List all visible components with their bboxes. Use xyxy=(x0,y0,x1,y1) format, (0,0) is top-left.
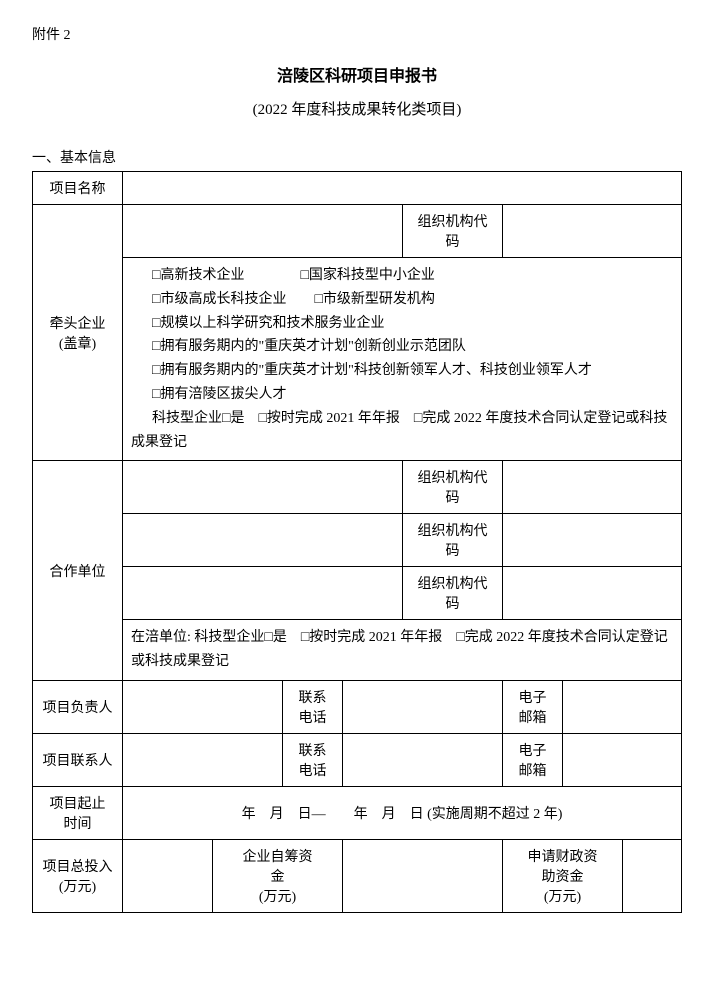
value-project-period[interactable]: 年 月 日— 年 月 日 (实施周期不超过 2 年) xyxy=(123,786,682,839)
value-lead-org-code[interactable] xyxy=(503,205,682,258)
label-fiscal-funding: 申请财政资 助资金 (万元) xyxy=(503,839,623,912)
row-partner-1: 合作单位 组织机构代码 xyxy=(33,461,682,514)
row-partner-3: 组织机构代码 xyxy=(33,567,682,620)
value-leader-email[interactable] xyxy=(563,680,682,733)
label-contact-phone: 联系 电话 xyxy=(283,733,343,786)
value-partner2-org-code[interactable] xyxy=(503,514,682,567)
partner-note[interactable]: 在涪单位: 科技型企业□是 □按时完成 2021 年年报 □完成 2022 年度… xyxy=(123,620,682,681)
value-total-investment[interactable] xyxy=(123,839,213,912)
label-self-funding: 企业自筹资 金 (万元) xyxy=(213,839,343,912)
label-total-investment: 项目总投入 (万元) xyxy=(33,839,123,912)
label-partner-unit: 合作单位 xyxy=(33,461,123,681)
value-partner1-org-code[interactable] xyxy=(503,461,682,514)
value-lead-enterprise-name[interactable] xyxy=(123,205,403,258)
row-project-period: 项目起止 时间 年 月 日— 年 月 日 (实施周期不超过 2 年) xyxy=(33,786,682,839)
attachment-label: 附件 2 xyxy=(32,24,682,44)
cb-scale-research: □规模以上科学研究和技术服务业企业 xyxy=(152,316,384,331)
document-subtitle: (2022 年度科技成果转化类项目) xyxy=(32,98,682,119)
document-title: 涪陵区科研项目申报书 xyxy=(32,62,682,86)
label-leader-email: 电子 邮箱 xyxy=(503,680,563,733)
value-partner3-name[interactable] xyxy=(123,567,403,620)
cb-high-tech: □高新技术企业 xyxy=(152,268,244,283)
row-project-name: 项目名称 xyxy=(33,172,682,205)
label-contact-email: 电子 邮箱 xyxy=(503,733,563,786)
cb-national-sme: □国家科技型中小企业 xyxy=(300,268,434,283)
value-partner3-org-code[interactable] xyxy=(503,567,682,620)
label-partner3-org-code: 组织机构代码 xyxy=(403,567,503,620)
cb-city-growth: □市级高成长科技企业 xyxy=(152,292,286,307)
basic-info-table: 项目名称 牵头企业 (盖章) 组织机构代码 □高新技术企业 □国家科技型中小企业… xyxy=(32,171,682,913)
cb-talent-team: □拥有服务期内的"重庆英才计划"创新创业示范团队 xyxy=(152,339,466,354)
value-partner1-name[interactable] xyxy=(123,461,403,514)
cb-fuling-talent: □拥有涪陵区拔尖人才 xyxy=(152,387,286,402)
row-partner-2: 组织机构代码 xyxy=(33,514,682,567)
value-contact-name[interactable] xyxy=(123,733,283,786)
row-project-leader: 项目负责人 联系 电话 电子 邮箱 xyxy=(33,680,682,733)
label-partner2-org-code: 组织机构代码 xyxy=(403,514,503,567)
row-project-contact: 项目联系人 联系 电话 电子 邮箱 xyxy=(33,733,682,786)
label-lead-org-code: 组织机构代码 xyxy=(403,205,503,258)
label-leader-phone: 联系 电话 xyxy=(283,680,343,733)
row-lead-enterprise-checkboxes: □高新技术企业 □国家科技型中小企业 □市级高成长科技企业 □市级新型研发机构 … xyxy=(33,258,682,461)
value-project-name[interactable] xyxy=(123,172,682,205)
cb-talent-leader: □拥有服务期内的"重庆英才计划"科技创新领军人才、科技创业领军人才 xyxy=(152,363,592,378)
label-project-leader: 项目负责人 xyxy=(33,680,123,733)
label-lead-enterprise: 牵头企业 (盖章) xyxy=(33,205,123,461)
label-project-period: 项目起止 时间 xyxy=(33,786,123,839)
value-fiscal-funding[interactable] xyxy=(623,839,682,912)
value-self-funding[interactable] xyxy=(343,839,503,912)
value-leader-phone[interactable] xyxy=(343,680,503,733)
row-partner-note: 在涪单位: 科技型企业□是 □按时完成 2021 年年报 □完成 2022 年度… xyxy=(33,620,682,681)
value-partner2-name[interactable] xyxy=(123,514,403,567)
label-project-contact: 项目联系人 xyxy=(33,733,123,786)
cb-tech-enterprise: 科技型企业□是 □按时完成 2021 年年报 □完成 2022 年度技术合同认定… xyxy=(131,411,667,450)
label-project-name: 项目名称 xyxy=(33,172,123,205)
lead-enterprise-checkbox-block[interactable]: □高新技术企业 □国家科技型中小企业 □市级高成长科技企业 □市级新型研发机构 … xyxy=(123,258,682,461)
cb-city-rd: □市级新型研发机构 xyxy=(314,292,434,307)
label-partner1-org-code: 组织机构代码 xyxy=(403,461,503,514)
row-total-investment: 项目总投入 (万元) 企业自筹资 金 (万元) 申请财政资 助资金 (万元) xyxy=(33,839,682,912)
section-heading-basic-info: 一、基本信息 xyxy=(32,147,682,167)
value-contact-email[interactable] xyxy=(563,733,682,786)
value-leader-name[interactable] xyxy=(123,680,283,733)
value-contact-phone[interactable] xyxy=(343,733,503,786)
row-lead-enterprise-name: 牵头企业 (盖章) 组织机构代码 xyxy=(33,205,682,258)
